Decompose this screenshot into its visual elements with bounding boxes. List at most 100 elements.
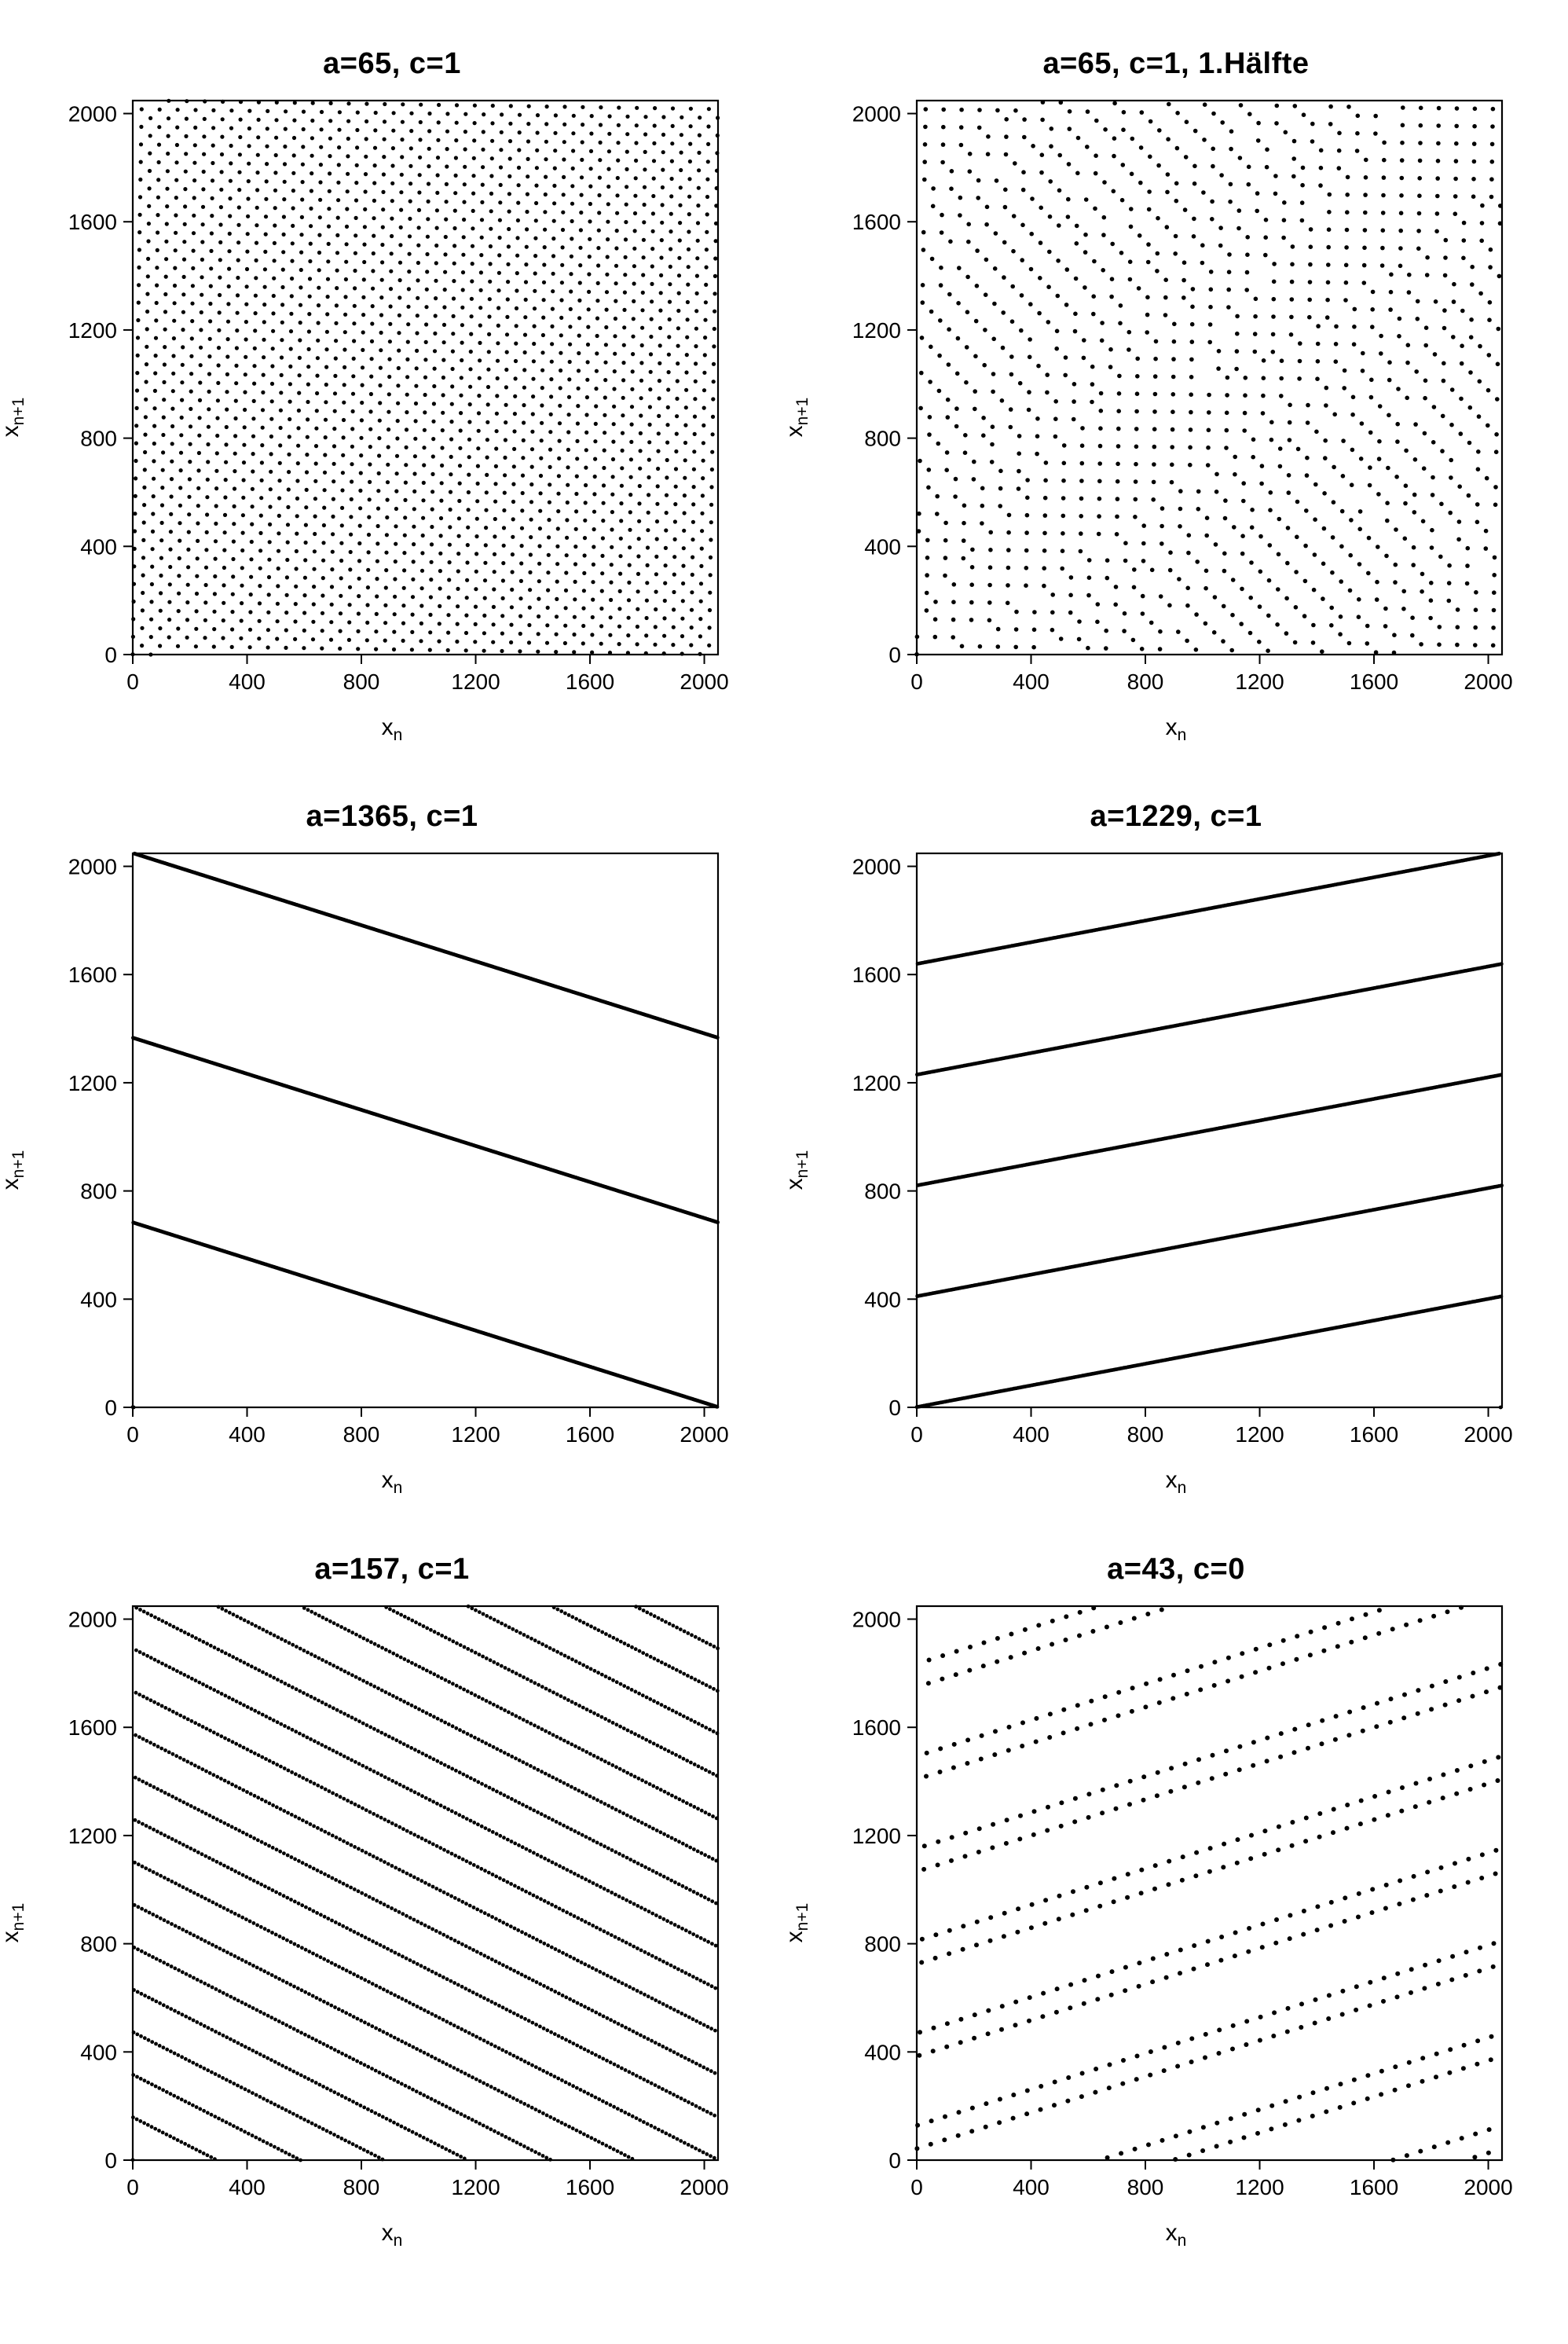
y-axis-label: xn+1 xyxy=(0,397,28,437)
y-tick-label: 800 xyxy=(80,427,117,451)
y-tick-label: 1200 xyxy=(852,318,901,343)
x-tick-label: 1600 xyxy=(566,669,614,694)
scatter-plot: 04008001200160020000400800120016002000 xyxy=(830,89,1522,710)
panel-title: a=65, c=1 xyxy=(323,47,461,81)
y-axis-label: xn+1 xyxy=(782,397,812,437)
y-tick-label: 1600 xyxy=(68,210,117,234)
x-tick-label: 1600 xyxy=(566,2175,614,2199)
x-tick-label: 2000 xyxy=(680,669,728,694)
panel-title: a=157, c=1 xyxy=(314,1553,469,1587)
x-tick-label: 0 xyxy=(910,669,923,694)
x-axis-label: xn xyxy=(46,2220,738,2250)
y-tick-label: 2000 xyxy=(852,102,901,127)
x-axis-label: xn xyxy=(830,2220,1522,2250)
y-tick-label: 400 xyxy=(80,1287,117,1311)
data-points xyxy=(130,99,720,657)
scatter-plot: 04008001200160020000400800120016002000 xyxy=(830,1594,1522,2215)
x-tick-label: 0 xyxy=(126,669,139,694)
y-tick-label: 800 xyxy=(80,1932,117,1957)
x-tick-label: 1200 xyxy=(451,1422,500,1447)
data-points xyxy=(915,852,1504,1409)
y-tick-label: 800 xyxy=(80,1179,117,1204)
y-axis-label: xn+1 xyxy=(782,1902,812,1942)
x-axis-label: xn xyxy=(830,714,1522,745)
page-root: a=65, c=1 xn+1 0 400 800 1200 1600 2000 0 400 80… xyxy=(0,0,1568,2313)
x-tick-label: 1600 xyxy=(566,1422,614,1447)
y-tick-label: 0 xyxy=(104,643,117,667)
y-tick-label: 0 xyxy=(104,1396,117,1420)
y-axis-label: xn+1 xyxy=(782,1150,812,1190)
chart-panel: a=65, c=1 xn+1 0400800120016002000040080… xyxy=(31,47,753,745)
x-tick-label: 400 xyxy=(1013,1422,1050,1447)
x-tick-label: 400 xyxy=(229,1422,266,1447)
y-tick-label: 1600 xyxy=(852,963,901,987)
plot-wrap: xn+1 04008001200160020000400800120016002… xyxy=(46,1594,738,2250)
data-points xyxy=(131,1605,720,2162)
chart-panel: a=43, c=0 xn+1 0400800120016002000040080… xyxy=(815,1553,1537,2250)
chart-panel: a=65, c=1, 1.Hälfte xn+1 040080012001600… xyxy=(815,47,1537,745)
y-tick-label: 2000 xyxy=(852,855,901,879)
scatter-plot: 04008001200160020000400800120016002000 xyxy=(830,842,1522,1462)
x-axis-label: xn xyxy=(830,1467,1522,1498)
y-tick-label: 0 xyxy=(104,2148,117,2173)
x-tick-label: 2000 xyxy=(680,1422,728,1447)
x-tick-label: 1200 xyxy=(1235,2175,1284,2199)
plot-frame xyxy=(917,101,1502,655)
y-tick-label: 2000 xyxy=(68,855,117,879)
x-tick-label: 800 xyxy=(1127,2175,1164,2199)
y-tick-label: 800 xyxy=(864,1179,901,1204)
x-tick-label: 1200 xyxy=(1235,669,1284,694)
y-tick-label: 800 xyxy=(864,1932,901,1957)
y-tick-label: 400 xyxy=(864,534,901,559)
data-points xyxy=(131,852,720,1409)
x-tick-label: 1600 xyxy=(1350,669,1398,694)
y-tick-label: 1200 xyxy=(68,1071,117,1095)
y-tick-label: 1200 xyxy=(68,318,117,343)
y-tick-label: 400 xyxy=(864,1287,901,1311)
x-tick-label: 2000 xyxy=(1464,2175,1512,2199)
panel-title: a=65, c=1, 1.Hälfte xyxy=(1042,47,1309,81)
data-points xyxy=(914,1605,1503,2162)
panel-title: a=1365, c=1 xyxy=(306,800,478,834)
y-tick-label: 2000 xyxy=(68,102,117,127)
x-tick-label: 2000 xyxy=(1464,669,1512,694)
x-tick-label: 400 xyxy=(1013,2175,1050,2199)
x-tick-label: 2000 xyxy=(1464,1422,1512,1447)
y-tick-label: 1600 xyxy=(852,1715,901,1740)
y-tick-label: 400 xyxy=(80,2040,117,2064)
y-tick-label: 800 xyxy=(864,427,901,451)
plot-wrap: xn+1 04008001200160020000400800120016002… xyxy=(830,842,1522,1498)
x-tick-label: 1200 xyxy=(1235,1422,1284,1447)
x-tick-label: 1200 xyxy=(451,669,500,694)
plot-wrap: xn+1 04008001200160020000400800120016002… xyxy=(46,842,738,1498)
y-tick-label: 1200 xyxy=(68,1824,117,1848)
x-tick-label: 800 xyxy=(343,1422,380,1447)
y-tick-label: 0 xyxy=(888,2148,901,2173)
x-tick-label: 0 xyxy=(126,1422,139,1447)
x-tick-label: 0 xyxy=(910,2175,923,2199)
plot-frame xyxy=(917,1606,1502,2160)
x-tick-label: 800 xyxy=(1127,669,1164,694)
x-tick-label: 800 xyxy=(343,2175,380,2199)
x-tick-label: 400 xyxy=(1013,669,1050,694)
x-axis-label: xn xyxy=(46,1467,738,1498)
y-axis-label: xn+1 xyxy=(0,1150,28,1190)
x-tick-label: 800 xyxy=(1127,1422,1164,1447)
x-tick-label: 0 xyxy=(126,2175,139,2199)
plot-wrap: xn+1 04008001200160020000400800120016002… xyxy=(830,1594,1522,2250)
x-tick-label: 2000 xyxy=(680,2175,728,2199)
scatter-plot: 04008001200160020000400800120016002000 xyxy=(46,1594,738,2215)
scatter-plot: 04008001200160020000400800120016002000 xyxy=(46,89,738,710)
y-tick-label: 0 xyxy=(888,643,901,667)
x-tick-label: 800 xyxy=(343,669,380,694)
y-tick-label: 1600 xyxy=(68,963,117,987)
scatter-plot: 0 400 800 1200 1600 2000 0 400 800 1200 1600 2000 xyxy=(46,842,738,1462)
chart-panel: a=157, c=1 xn+1 040080012001600200004008… xyxy=(31,1553,753,2250)
y-tick-label: 400 xyxy=(80,534,117,559)
y-tick-label: 2000 xyxy=(68,1608,117,1632)
plot-wrap: xn+1 04008001200160020000400800120016002… xyxy=(830,89,1522,745)
data-points xyxy=(914,100,1502,656)
x-tick-label: 1600 xyxy=(1350,1422,1398,1447)
y-tick-label: 1600 xyxy=(68,1715,117,1740)
y-axis-label: xn+1 xyxy=(0,1902,28,1942)
